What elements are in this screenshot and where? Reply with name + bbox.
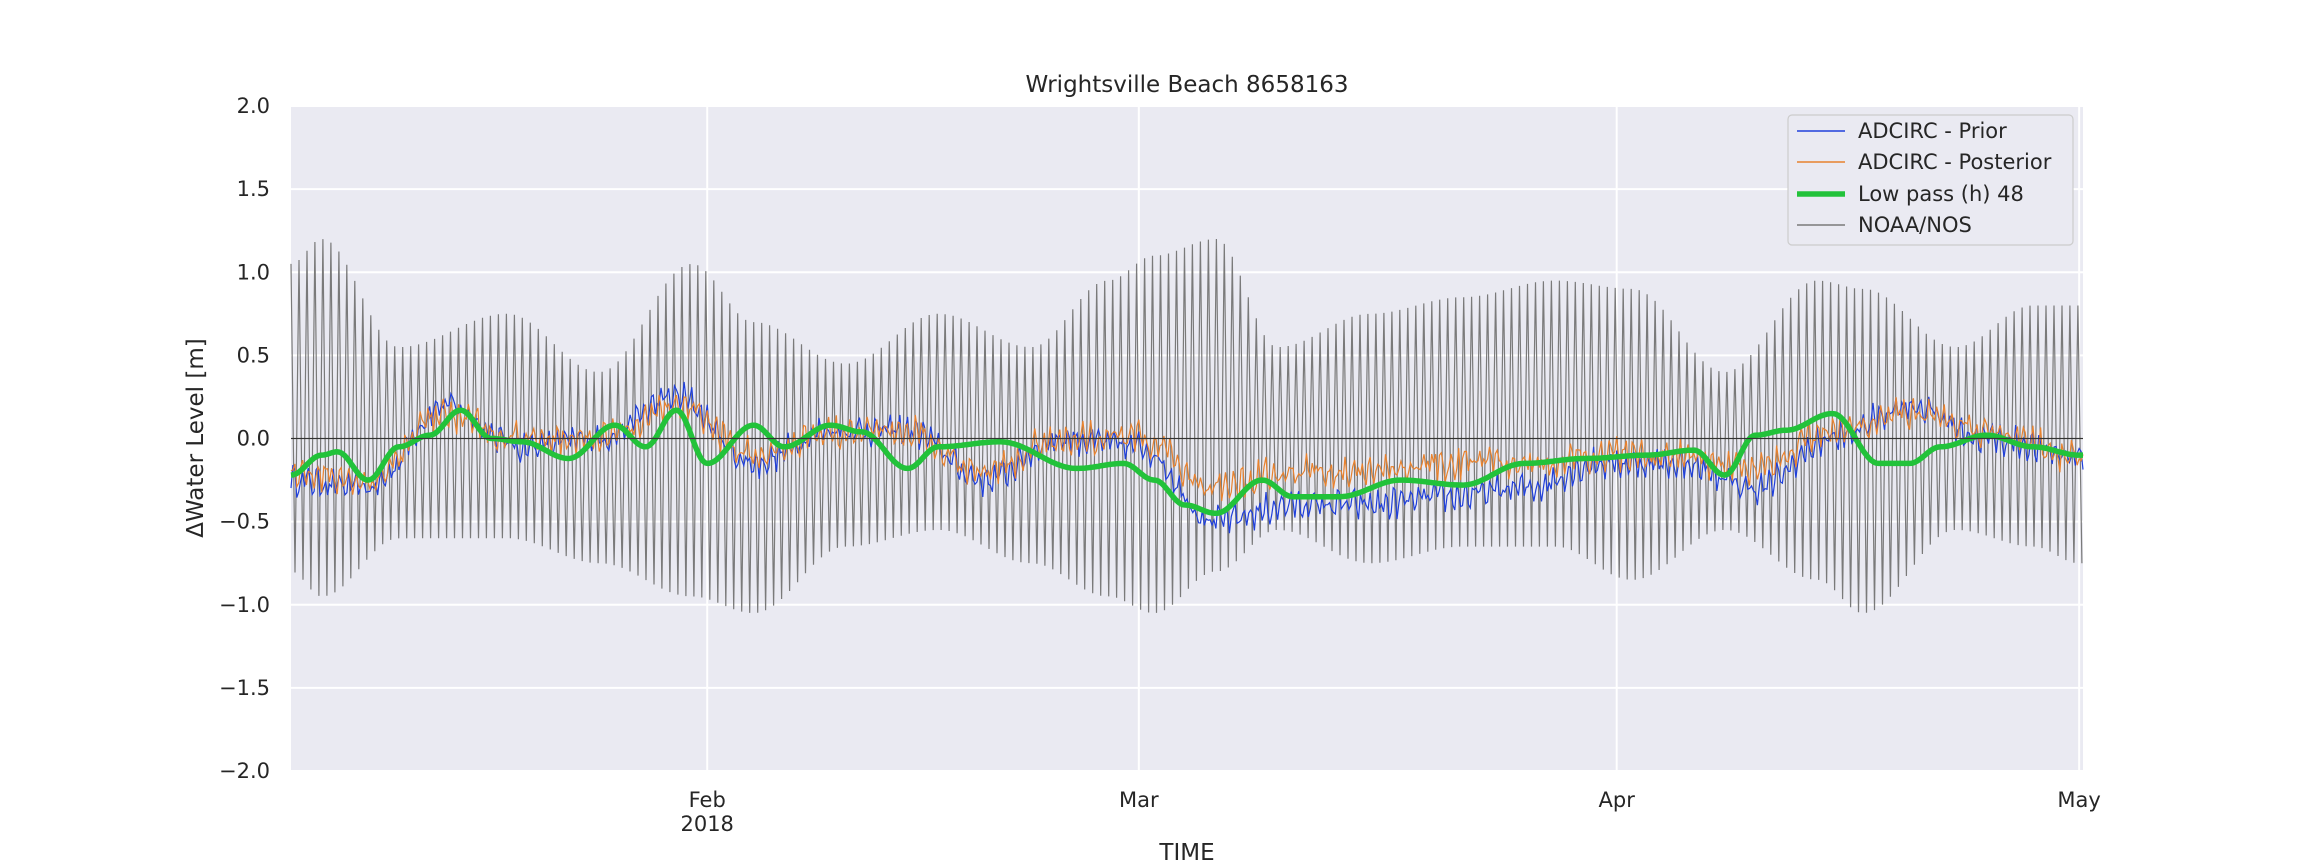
series-line-low-pass	[290, 407, 2084, 517]
y-tick-label: −1.5	[219, 676, 270, 700]
x-tick-sublabel: 2018	[680, 812, 733, 836]
x-tick-label: Mar	[1119, 788, 1159, 812]
legend: ADCIRC - Prior ADCIRC - Posterior Low pa…	[1787, 114, 2074, 246]
y-tick-label: 0.0	[237, 427, 270, 451]
legend-label-adcirc-prior: ADCIRC - Prior	[1858, 119, 2007, 143]
y-tick-label: −0.5	[219, 510, 270, 534]
chart-title: Wrightsville Beach 8658163	[1026, 72, 1349, 98]
legend-label-low-pass: Low pass (h) 48	[1858, 182, 2024, 206]
y-tick-label: 2.0	[237, 94, 270, 118]
x-axis-label: TIME	[1158, 840, 1214, 864]
y-tick-label: −2.0	[219, 759, 270, 783]
series-line-adcirc-posterior	[290, 394, 2084, 502]
y-tick-label: 0.5	[237, 343, 270, 367]
y-tick-label: −1.0	[219, 593, 270, 617]
legend-label-adcirc-posterior: ADCIRC - Posterior	[1858, 150, 2052, 174]
x-tick-label: Apr	[1599, 788, 1636, 812]
series-layer	[290, 238, 2084, 613]
y-axis-label: ΔWater Level [m]	[183, 338, 209, 537]
y-axis-ticks: −2.0 −1.5 −1.0 −0.5 0.0 0.5 1.0 1.5 2.0	[219, 94, 270, 783]
x-tick-label: Feb	[689, 788, 726, 812]
series-line-noaa-nos	[290, 238, 2083, 613]
legend-box	[1787, 114, 2074, 246]
x-tick-label: May	[2057, 788, 2100, 812]
legend-label-noaa-nos: NOAA/NOS	[1858, 213, 1972, 237]
y-tick-label: 1.0	[237, 260, 270, 284]
series-line-adcirc-prior	[290, 381, 2084, 534]
y-tick-label: 1.5	[237, 177, 270, 201]
